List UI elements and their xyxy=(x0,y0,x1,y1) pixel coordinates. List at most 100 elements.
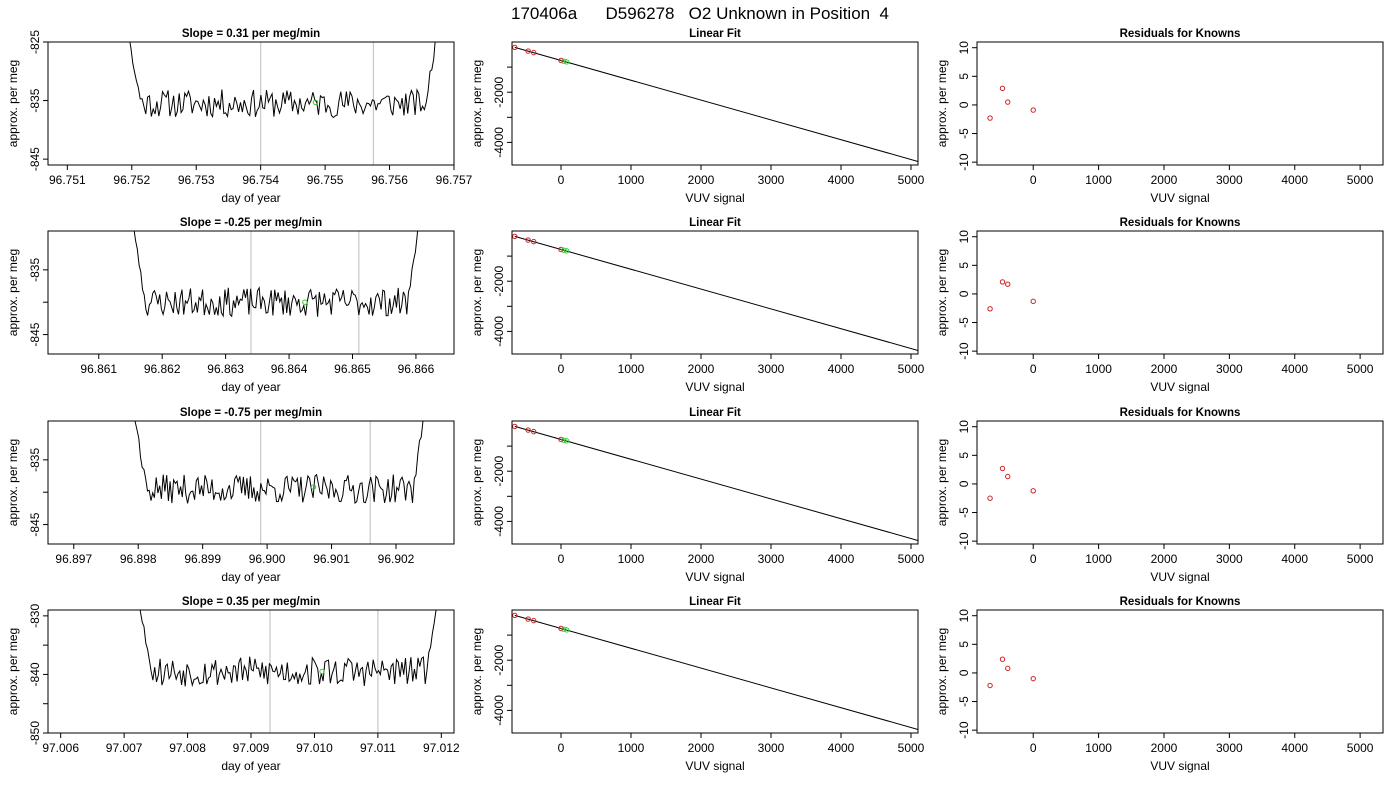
plot-frame xyxy=(976,230,1384,355)
drift-trace xyxy=(133,231,419,318)
x-axis-label: VUV signal xyxy=(685,380,744,394)
unknown-point xyxy=(561,58,567,64)
x-tick-label: 0 xyxy=(1030,741,1037,755)
plot-frame xyxy=(511,41,919,166)
plot-frame xyxy=(47,41,455,166)
residual-point xyxy=(1005,473,1011,480)
plot-frame xyxy=(976,41,1384,166)
plot-frame xyxy=(511,230,919,355)
y-tick-label: -2000 xyxy=(492,77,506,108)
known-point xyxy=(558,436,564,443)
x-tick-label: 4000 xyxy=(828,362,855,376)
unknown-point xyxy=(563,627,570,633)
chart-panel-drift: Slope = 0.31 per meg/min 96.751 96.752 96.7… xyxy=(6,28,473,205)
x-tick-label: 3000 xyxy=(758,362,785,376)
residual-point xyxy=(1005,99,1011,105)
x-tick-label: 96.866 xyxy=(398,362,435,376)
y-tick-label: -5 xyxy=(957,507,971,518)
y-tick-label: -835 xyxy=(28,258,42,282)
chart-title: Slope = -0.75 per meg/min xyxy=(180,407,322,419)
plot-area xyxy=(987,85,1036,121)
x-tick-label: 5000 xyxy=(898,741,925,755)
x-axis-label: VUV signal xyxy=(1150,759,1209,773)
plot-frame xyxy=(511,420,919,545)
residual-point xyxy=(1030,675,1036,682)
x-tick-label: 5000 xyxy=(898,552,925,566)
y-tick-label: 5 xyxy=(957,73,971,80)
chart-panel-fit: Linear Fit 0 1000 2000 3000 4000 5000 -4000 -200… xyxy=(470,596,925,773)
residual-point xyxy=(987,306,993,312)
x-tick-label: 96.897 xyxy=(55,552,92,566)
x-tick-label: 4000 xyxy=(1281,552,1308,566)
plot-area xyxy=(512,612,918,730)
x-axis-label: VUV signal xyxy=(1150,570,1209,584)
chart-title: Linear Fit xyxy=(689,596,741,608)
x-tick-label: 97.011 xyxy=(360,741,396,755)
chart-panel-residuals: Residuals for Knowns 0 1000 2000 3000 4000 500… xyxy=(935,217,1384,394)
x-tick-label: 4000 xyxy=(1281,741,1308,755)
residual-point xyxy=(999,465,1006,472)
x-tick-label: 2000 xyxy=(688,741,715,755)
fit-line xyxy=(514,46,918,162)
unknown-marker xyxy=(319,668,325,675)
unknown-point xyxy=(563,248,570,254)
x-tick-label: 96.757 xyxy=(436,173,473,187)
x-tick-label: 2000 xyxy=(688,552,715,566)
chart-title: Linear Fit xyxy=(689,217,741,229)
plot-frame xyxy=(47,609,455,734)
known-point xyxy=(531,428,537,435)
y-tick-label: -10 xyxy=(957,342,971,360)
x-tick-label: 4000 xyxy=(828,173,855,187)
chart-title: Residuals for Knowns xyxy=(1120,407,1241,419)
x-tick-label: 96.863 xyxy=(207,362,244,376)
y-tick-label: -5 xyxy=(957,128,971,139)
x-tick-label: 4000 xyxy=(828,552,855,566)
plot-area xyxy=(512,44,918,162)
x-tick-label: 2000 xyxy=(1151,173,1178,187)
x-tick-label: 96.900 xyxy=(249,552,286,566)
y-axis-label: approx. per meg xyxy=(470,439,484,526)
y-tick-label: 10 xyxy=(957,41,971,55)
x-tick-label: 96.753 xyxy=(178,173,215,187)
y-tick-label: -2000 xyxy=(492,266,506,297)
plot-area xyxy=(987,656,1036,689)
residual-point xyxy=(999,656,1006,662)
y-tick-label: -850 xyxy=(28,721,42,745)
residual-point xyxy=(999,85,1006,92)
chart-panel-residuals: Residuals for Knowns 0 1000 2000 3000 4000 500… xyxy=(935,407,1384,584)
y-tick-label: 5 xyxy=(957,641,971,648)
residual-point xyxy=(987,495,993,501)
x-tick-label: 96.901 xyxy=(313,552,350,566)
page-title: 170406a D596278 O2 Unknown in Position 4 xyxy=(511,4,889,23)
known-point xyxy=(512,44,518,51)
y-tick-label: -10 xyxy=(957,532,971,550)
x-axis-label: VUV signal xyxy=(685,570,744,584)
chart-panel-fit: Linear Fit 0 1000 2000 3000 4000 5000 -4000 -200… xyxy=(470,407,925,584)
plot-area xyxy=(987,465,1036,501)
known-point xyxy=(531,617,537,624)
x-tick-label: 3000 xyxy=(1216,552,1243,566)
y-axis-label: approx. per meg xyxy=(935,60,949,147)
y-tick-label: -10 xyxy=(957,721,971,739)
x-tick-label: 97.012 xyxy=(423,741,460,755)
plot-area xyxy=(512,233,918,351)
y-tick-label: 10 xyxy=(957,230,971,244)
x-tick-label: 0 xyxy=(558,362,565,376)
x-axis-label: VUV signal xyxy=(685,759,744,773)
y-tick-label: 5 xyxy=(957,262,971,269)
x-axis-label: day of year xyxy=(221,380,280,394)
plot-frame xyxy=(47,230,455,355)
known-point xyxy=(512,423,518,430)
chart-title: Slope = 0.31 per meg/min xyxy=(182,28,320,40)
y-tick-label: -845 xyxy=(28,512,42,536)
unknown-marker xyxy=(310,484,317,490)
x-tick-label: 2000 xyxy=(1151,362,1178,376)
x-tick-label: 96.899 xyxy=(184,552,221,566)
x-tick-label: 96.898 xyxy=(120,552,157,566)
y-axis-label: approx. per meg xyxy=(6,249,20,336)
chart-title: Linear Fit xyxy=(689,28,741,40)
known-point xyxy=(512,612,518,619)
residual-point xyxy=(999,279,1006,285)
known-point xyxy=(531,49,537,56)
x-tick-label: 96.756 xyxy=(371,173,408,187)
